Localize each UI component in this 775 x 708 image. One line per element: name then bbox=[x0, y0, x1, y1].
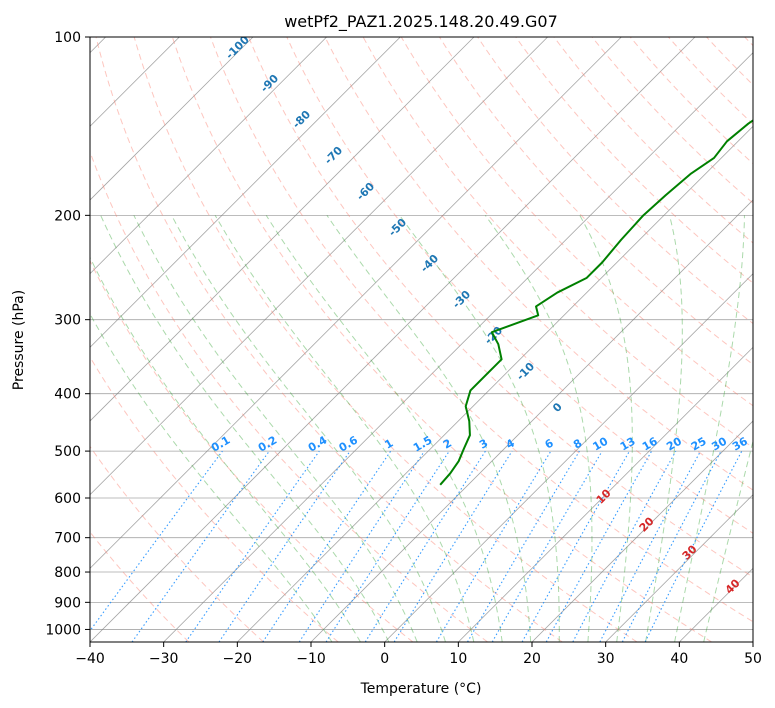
moist-adiabat-line bbox=[645, 215, 683, 642]
y-tick-label: 300 bbox=[54, 313, 81, 329]
moist-adiabat-line bbox=[399, 215, 560, 642]
isotherm-line bbox=[384, 273, 753, 642]
y-tick-label: 1000 bbox=[45, 622, 81, 638]
dry-adiabat-line bbox=[515, 37, 753, 284]
dry-adiabat-line bbox=[400, 37, 753, 407]
y-axis-label: Pressure (hPa) bbox=[11, 290, 27, 390]
isotherm-line bbox=[90, 37, 548, 496]
dry-adiabat-line bbox=[133, 37, 638, 642]
isotherm-line bbox=[531, 420, 753, 642]
y-tick-label: 500 bbox=[54, 444, 81, 460]
x-tick-label: −40 bbox=[75, 651, 105, 667]
x-tick-label: −20 bbox=[223, 651, 253, 667]
isotherm-line bbox=[310, 199, 753, 642]
moist-adiabat-line bbox=[133, 215, 418, 642]
y-axis: 1000 900 800 700 600 500 400 300 200 100 bbox=[45, 30, 90, 638]
mixing-ratio-line bbox=[325, 450, 450, 642]
y-tick-label: 100 bbox=[54, 30, 81, 46]
x-tick-label: 20 bbox=[523, 651, 541, 667]
x-axis-label: Temperature (°C) bbox=[360, 681, 482, 697]
dry-adiabat-line bbox=[90, 445, 264, 642]
dry-adiabat-line bbox=[171, 37, 712, 642]
mixing-ratio-line bbox=[364, 450, 486, 642]
grid-layer bbox=[90, 37, 753, 642]
isotherm-line bbox=[90, 37, 696, 642]
dewpoint-profile-line bbox=[439, 119, 753, 486]
moist-adiabat-line bbox=[579, 215, 633, 642]
plot-frame bbox=[89, 36, 754, 643]
x-axis: −40 −30 −20 −10 0 10 20 30 40 50 bbox=[75, 642, 762, 667]
isotherm-line bbox=[90, 37, 475, 422]
moist-adiabat-line bbox=[674, 215, 745, 642]
moist-adiabat-line bbox=[90, 256, 361, 642]
mixing-ratio-line bbox=[131, 450, 270, 642]
mixing-ratio-line bbox=[572, 450, 677, 642]
moist-adiabat-line bbox=[90, 312, 333, 642]
x-tick-label: 50 bbox=[744, 651, 762, 667]
mixing-ratio-line bbox=[90, 450, 223, 632]
mixing-ratio-line bbox=[435, 450, 552, 642]
moist-adiabat-line bbox=[214, 215, 475, 642]
y-tick-label: 900 bbox=[54, 595, 81, 611]
mixing-ratio-line bbox=[467, 450, 580, 642]
dry-adiabat-line bbox=[248, 37, 753, 578]
mixing-ratio-line bbox=[393, 450, 513, 642]
y-tick-label: 600 bbox=[54, 491, 81, 507]
isotherm-line bbox=[237, 125, 753, 642]
x-tick-label: 0 bbox=[380, 651, 389, 667]
y-tick-label: 700 bbox=[54, 531, 81, 547]
x-tick-label: 30 bbox=[597, 651, 615, 667]
y-tick-label: 800 bbox=[54, 565, 81, 581]
dry-adiabat-line bbox=[362, 37, 753, 449]
dry-adiabat-line bbox=[210, 37, 753, 623]
mixing-ratio-line bbox=[491, 450, 603, 642]
y-tick-label: 200 bbox=[54, 208, 81, 224]
mixing-ratio-line bbox=[521, 450, 630, 642]
moist-adiabat-line bbox=[703, 439, 753, 642]
isotherm-line bbox=[605, 494, 753, 642]
isotherm-line bbox=[163, 52, 753, 642]
series-layer bbox=[439, 119, 753, 486]
mixing-ratio-line bbox=[185, 450, 320, 642]
isotherm-line bbox=[90, 37, 622, 569]
dry-adiabat-line bbox=[591, 37, 753, 204]
dry-adiabat-line bbox=[629, 37, 753, 165]
mixing-ratio-line bbox=[218, 450, 351, 642]
x-tick-label: 10 bbox=[449, 651, 467, 667]
dry-adiabat-line bbox=[90, 259, 414, 642]
x-tick-label: 40 bbox=[670, 651, 688, 667]
moist-adiabat-line bbox=[326, 215, 532, 642]
dry-adiabat-line bbox=[477, 37, 753, 325]
dry-adiabat-line bbox=[95, 37, 563, 642]
x-tick-label: −30 bbox=[149, 651, 179, 667]
moist-adiabat-line bbox=[484, 215, 593, 642]
mixing-ratio-line bbox=[545, 450, 653, 642]
moist-adiabat-line bbox=[100, 215, 390, 642]
isotherm-line bbox=[90, 37, 254, 201]
dry-adiabat-line bbox=[324, 37, 753, 491]
isotherm-line bbox=[90, 37, 327, 275]
isotherm-line bbox=[90, 37, 401, 348]
moist-adiabat-line bbox=[265, 215, 503, 642]
y-tick-label: 400 bbox=[54, 387, 81, 403]
x-tick-label: −10 bbox=[296, 651, 326, 667]
isotherm-line bbox=[458, 346, 753, 642]
chart-title: wetPf2_PAZ1.2025.148.20.49.G07 bbox=[284, 12, 558, 32]
